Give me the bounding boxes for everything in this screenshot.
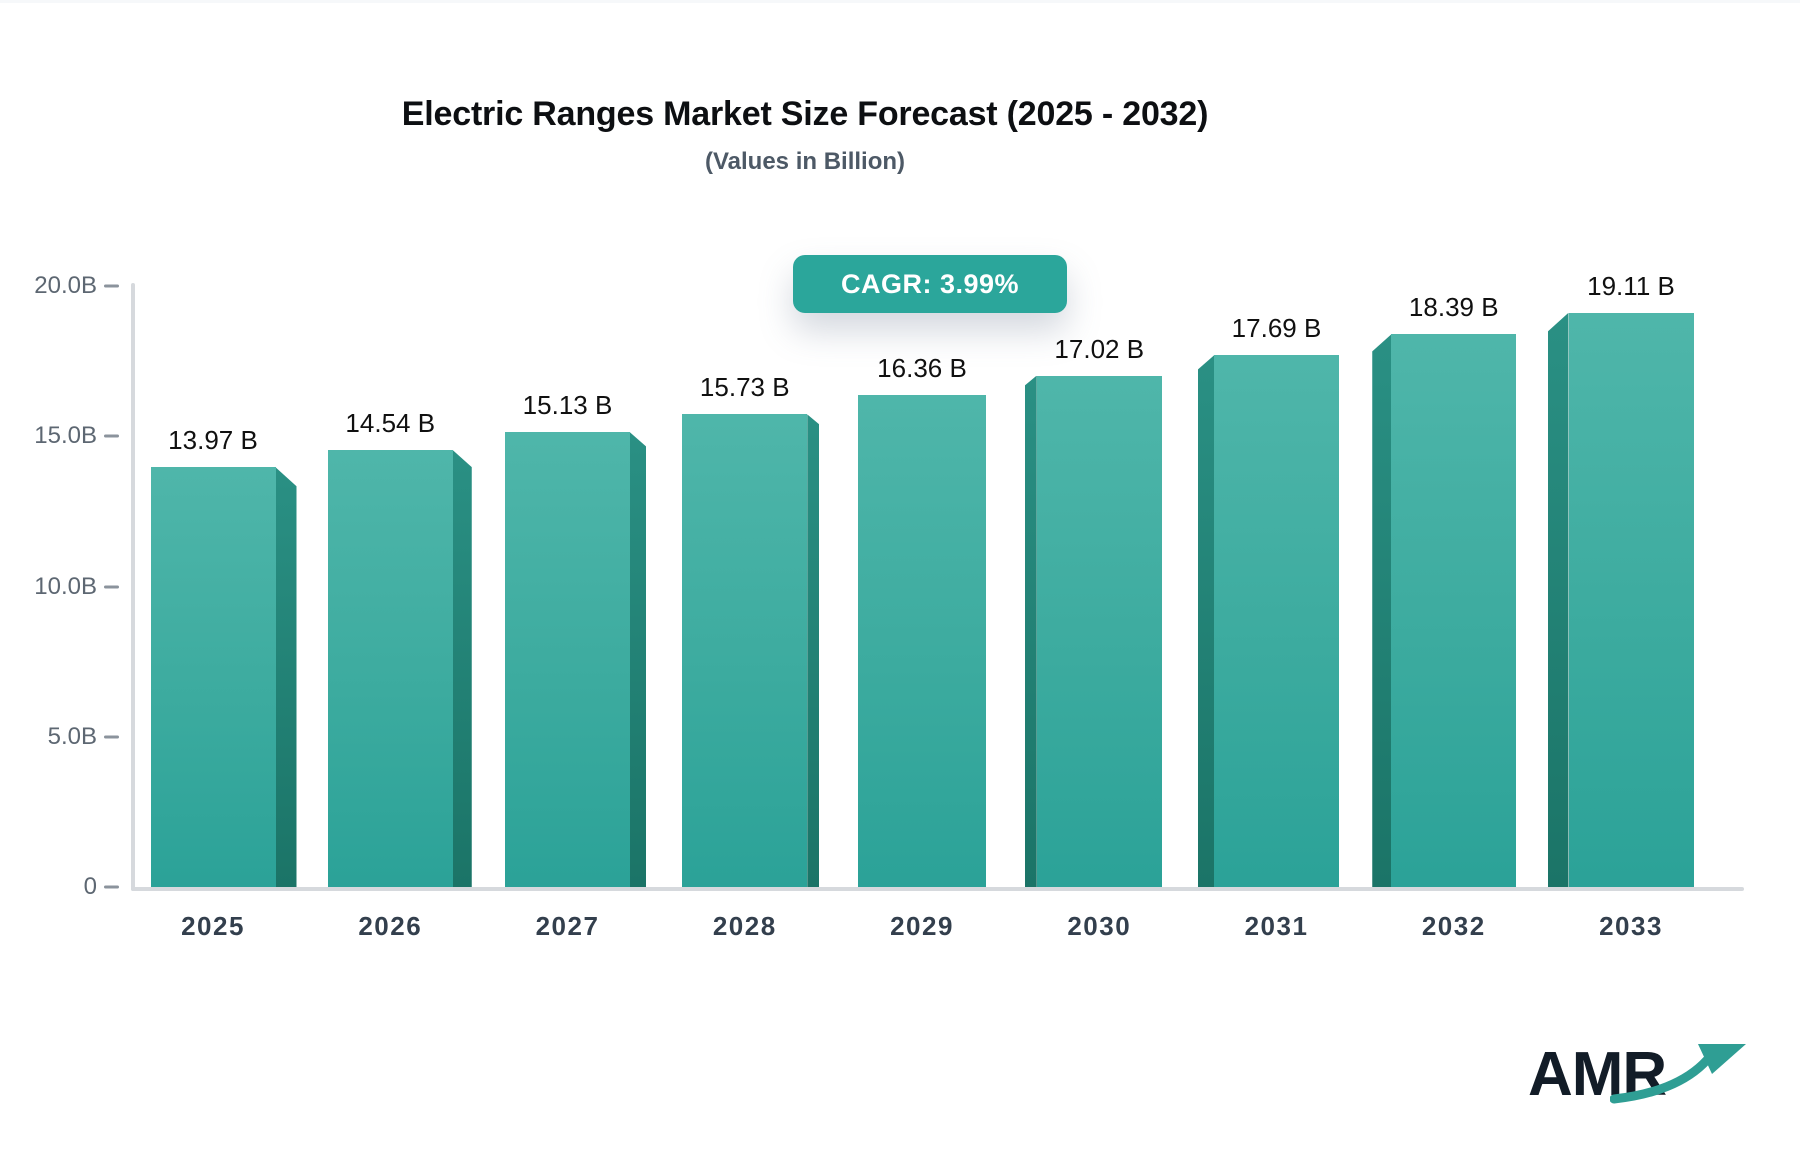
bar-value-label: 14.54 B bbox=[345, 408, 436, 439]
bar-side-face bbox=[1372, 334, 1392, 887]
bar-group-2026[interactable] bbox=[327, 450, 472, 887]
bar-front-face bbox=[505, 432, 630, 887]
x-axis-label-2031: 2031 bbox=[1244, 911, 1309, 941]
y-axis-line bbox=[131, 283, 135, 891]
y-tick-label: 5.0B bbox=[47, 722, 97, 750]
y-tick-label: 20.0B bbox=[34, 272, 97, 299]
bar-value-label: 17.69 B bbox=[1231, 313, 1322, 344]
x-axis-label-2033: 2033 bbox=[1599, 911, 1663, 941]
x-axis-label-2026: 2026 bbox=[358, 911, 423, 941]
bar-value-label: 19.11 B bbox=[1587, 270, 1675, 301]
bar-front-face bbox=[150, 467, 276, 887]
bar-side-face bbox=[630, 432, 646, 887]
bar-front-face bbox=[682, 414, 808, 887]
bar-group-2031[interactable] bbox=[1198, 355, 1339, 887]
x-axis-label-2025: 2025 bbox=[181, 911, 245, 941]
y-tick-dash bbox=[104, 735, 119, 739]
x-axis-label-2028: 2028 bbox=[712, 911, 777, 941]
bar-front-face bbox=[1036, 375, 1162, 887]
y-tick-dash bbox=[104, 585, 119, 588]
bar-group-2027[interactable] bbox=[505, 432, 646, 887]
bar-side-face bbox=[1024, 375, 1037, 887]
bar-group-2030[interactable] bbox=[1024, 375, 1162, 887]
y-tick-label: 0 bbox=[83, 873, 97, 900]
bar-front-face bbox=[1391, 334, 1517, 887]
bar-side-face bbox=[1547, 312, 1569, 887]
y-tick-dash bbox=[104, 434, 119, 438]
bar-value-label: 16.36 B bbox=[877, 353, 967, 384]
header-block: Electric Ranges Market Size Forecast (20… bbox=[0, 95, 1610, 176]
bar-front-face bbox=[327, 450, 453, 887]
bar-front-face bbox=[858, 395, 986, 887]
bar-value-label: 15.73 B bbox=[699, 372, 790, 403]
y-tick-label: 10.0B bbox=[34, 572, 97, 600]
bar-side-face bbox=[1198, 355, 1214, 887]
y-tick-dash bbox=[104, 885, 119, 889]
bar-value-label: 17.02 B bbox=[1054, 333, 1145, 364]
bar-chart: 20.0B 15.0B 10.0B 5.0B 0 13.97 B 2025 14.54 B 20… bbox=[0, 3, 1800, 1159]
bar-group-2025[interactable] bbox=[150, 467, 297, 887]
bar-value-label: 18.39 B bbox=[1408, 292, 1499, 323]
bar-side-face bbox=[452, 450, 472, 887]
trend-arrow-icon bbox=[1610, 1044, 1746, 1104]
bar-group-2033[interactable] bbox=[1547, 312, 1694, 887]
bar-group-2032[interactable] bbox=[1372, 334, 1517, 887]
amr-logo[interactable]: AMR bbox=[1528, 1039, 1754, 1111]
bar-group-2029[interactable] bbox=[858, 395, 986, 887]
bar-front-face bbox=[1568, 312, 1694, 887]
bar-side-face bbox=[807, 414, 820, 887]
bar-value-label: 15.13 B bbox=[522, 390, 613, 421]
page-title: Electric Ranges Market Size Forecast (20… bbox=[401, 95, 1209, 133]
y-tick-dash bbox=[104, 284, 119, 288]
bar-group-2028[interactable] bbox=[682, 414, 820, 887]
x-axis-label-2027: 2027 bbox=[535, 911, 600, 941]
x-axis-label-2029: 2029 bbox=[890, 911, 954, 941]
y-tick-label: 15.0B bbox=[34, 422, 97, 450]
cagr-badge: CAGR: 3.99% bbox=[793, 255, 1067, 313]
page-subtitle: (Values in Billion) bbox=[704, 148, 906, 175]
x-axis-label-2032: 2032 bbox=[1421, 911, 1486, 941]
x-axis-label-2030: 2030 bbox=[1067, 911, 1132, 941]
bar-side-face bbox=[275, 467, 297, 887]
bar-front-face bbox=[1214, 355, 1339, 887]
x-axis-line bbox=[131, 887, 1744, 891]
bar-value-label: 13.97 B bbox=[168, 425, 258, 456]
